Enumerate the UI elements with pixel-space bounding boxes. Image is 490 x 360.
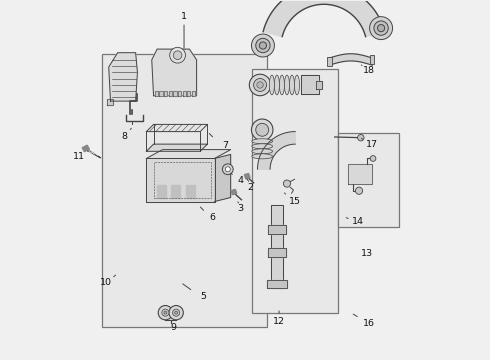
- Polygon shape: [327, 57, 332, 66]
- Circle shape: [249, 74, 271, 96]
- Polygon shape: [172, 185, 180, 198]
- Circle shape: [283, 180, 291, 187]
- Text: 18: 18: [363, 66, 375, 75]
- Text: 9: 9: [171, 323, 176, 332]
- Polygon shape: [169, 91, 172, 96]
- Bar: [252, 69, 338, 313]
- Circle shape: [251, 34, 274, 57]
- Polygon shape: [152, 49, 196, 96]
- Text: 17: 17: [367, 140, 378, 149]
- Ellipse shape: [270, 75, 274, 95]
- Circle shape: [257, 82, 263, 88]
- Polygon shape: [82, 145, 89, 152]
- Circle shape: [169, 306, 183, 320]
- Polygon shape: [164, 91, 167, 96]
- Polygon shape: [107, 99, 113, 105]
- Text: 15: 15: [289, 197, 300, 206]
- Polygon shape: [186, 185, 195, 198]
- Polygon shape: [245, 174, 250, 179]
- Text: 10: 10: [100, 278, 112, 287]
- Polygon shape: [263, 0, 385, 37]
- Circle shape: [173, 51, 182, 59]
- Polygon shape: [147, 144, 207, 151]
- Circle shape: [164, 311, 167, 314]
- Circle shape: [158, 306, 172, 320]
- Ellipse shape: [290, 75, 294, 95]
- Polygon shape: [271, 205, 283, 288]
- Text: 14: 14: [352, 217, 364, 226]
- Circle shape: [172, 309, 180, 316]
- Circle shape: [175, 311, 177, 314]
- Ellipse shape: [294, 75, 299, 95]
- Text: 12: 12: [273, 317, 285, 326]
- Polygon shape: [178, 91, 181, 96]
- Text: 1: 1: [181, 12, 187, 21]
- Circle shape: [256, 39, 270, 53]
- Polygon shape: [348, 164, 372, 184]
- Ellipse shape: [252, 144, 272, 149]
- Polygon shape: [157, 185, 166, 198]
- Polygon shape: [269, 248, 286, 257]
- Text: 3: 3: [237, 204, 244, 213]
- Polygon shape: [192, 91, 195, 96]
- Text: 13: 13: [361, 249, 373, 258]
- Circle shape: [374, 21, 388, 35]
- Polygon shape: [147, 158, 215, 202]
- Text: 16: 16: [363, 319, 375, 328]
- Circle shape: [256, 123, 269, 136]
- Circle shape: [170, 47, 186, 63]
- Polygon shape: [316, 81, 322, 89]
- Ellipse shape: [279, 75, 285, 95]
- Text: 11: 11: [74, 152, 85, 161]
- Polygon shape: [159, 91, 163, 96]
- Circle shape: [162, 309, 169, 316]
- Circle shape: [251, 119, 273, 140]
- Ellipse shape: [285, 75, 290, 95]
- Circle shape: [259, 42, 267, 49]
- Polygon shape: [109, 53, 137, 101]
- Polygon shape: [155, 91, 158, 96]
- Text: 4: 4: [237, 176, 244, 185]
- Polygon shape: [231, 189, 237, 195]
- Circle shape: [254, 78, 267, 91]
- Polygon shape: [147, 150, 231, 158]
- Polygon shape: [215, 154, 231, 202]
- Bar: [338, 134, 399, 226]
- Circle shape: [369, 17, 392, 40]
- Bar: [101, 54, 267, 327]
- Polygon shape: [267, 280, 287, 288]
- Polygon shape: [300, 75, 318, 94]
- Ellipse shape: [252, 154, 272, 159]
- Circle shape: [358, 134, 364, 141]
- Ellipse shape: [252, 149, 272, 154]
- Circle shape: [370, 156, 376, 161]
- Text: 2: 2: [247, 183, 253, 192]
- Polygon shape: [147, 125, 207, 132]
- Polygon shape: [183, 91, 186, 96]
- Ellipse shape: [252, 139, 272, 144]
- Text: 8: 8: [121, 132, 127, 141]
- Circle shape: [225, 167, 230, 172]
- Polygon shape: [329, 54, 372, 65]
- Text: 7: 7: [222, 141, 228, 150]
- Text: 5: 5: [201, 292, 207, 301]
- Circle shape: [355, 187, 363, 194]
- Polygon shape: [269, 225, 286, 234]
- Circle shape: [222, 164, 233, 175]
- Polygon shape: [187, 91, 191, 96]
- Ellipse shape: [274, 75, 279, 95]
- Polygon shape: [173, 91, 176, 96]
- Text: 6: 6: [210, 213, 216, 222]
- Polygon shape: [258, 132, 295, 169]
- Circle shape: [377, 24, 385, 32]
- Polygon shape: [370, 55, 374, 64]
